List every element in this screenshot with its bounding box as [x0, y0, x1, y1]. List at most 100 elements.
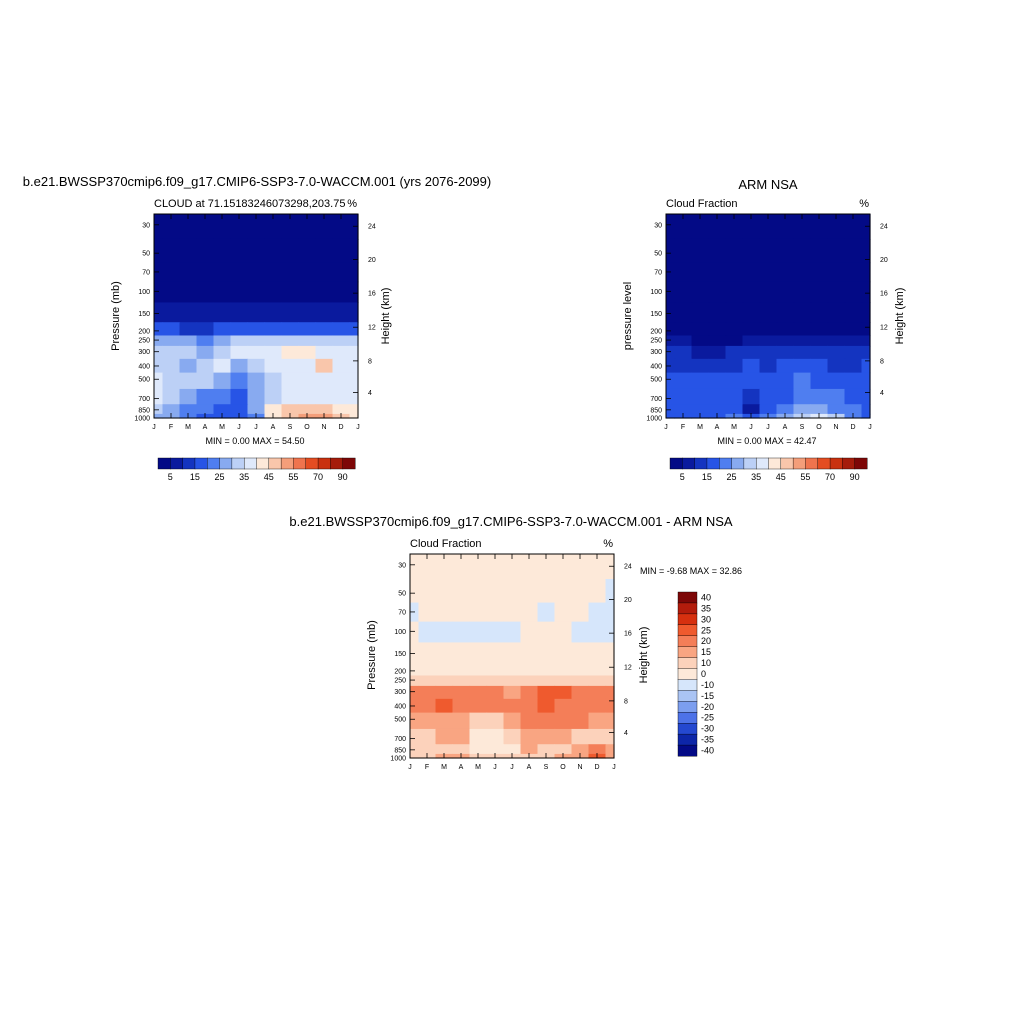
contour-cell: [154, 413, 164, 419]
colorbar-swatch: [677, 733, 698, 746]
y-tick-label: 300: [138, 349, 150, 356]
contour-cell: [537, 728, 556, 745]
contour-cell: [554, 621, 573, 644]
contour-cell: [154, 238, 164, 264]
contour-cell: [349, 302, 359, 323]
colorbar-swatch: [677, 679, 698, 691]
contour-cell: [537, 744, 556, 755]
contour-cell: [503, 642, 522, 663]
colorbar-label: 10: [701, 658, 711, 668]
contour-cell: [452, 621, 471, 644]
contour-cell: [410, 728, 420, 745]
y-tick-label: 100: [650, 289, 662, 296]
contour-cell: [154, 404, 164, 415]
contour-cell: [162, 388, 181, 405]
y-tick-label: 30: [398, 562, 406, 569]
colorbar-swatch: [743, 457, 757, 470]
y-tick-label: 850: [650, 407, 662, 414]
contour-cell: [861, 302, 871, 323]
contour-cell: [469, 642, 488, 663]
contour-cell: [520, 685, 539, 700]
contour-cell: [537, 554, 556, 580]
contour-cell: [674, 335, 693, 347]
contour-cell: [264, 372, 283, 390]
contour-cell: [154, 281, 164, 304]
contour-cell: [810, 404, 829, 415]
contour-cell: [759, 335, 778, 347]
contour-cell: [827, 322, 846, 337]
contour-cell: [793, 404, 812, 415]
contour-cell: [571, 712, 590, 730]
contour-cell: [605, 621, 615, 644]
panel-obs-title: ARM NSA: [738, 177, 798, 192]
contour-cell: [776, 358, 795, 374]
contour-cell: [486, 728, 505, 745]
contour-cell: [691, 238, 710, 264]
x-tick-label: J: [612, 764, 616, 771]
contour-cell: [281, 322, 300, 337]
contour-cell: [332, 262, 351, 283]
contour-cell: [332, 345, 351, 360]
panel-obs: ARM NSA Cloud Fraction % J F M A M J J A S O N D J 30…: [622, 177, 906, 482]
contour-cell: [520, 662, 539, 677]
contour-cell: [674, 214, 693, 240]
panel-model-ylabel-right: Height (km): [380, 288, 392, 345]
x-tick-label: O: [560, 764, 566, 771]
x-tick-label: S: [544, 764, 549, 771]
contour-cell: [691, 372, 710, 390]
contour-cell: [418, 728, 437, 745]
contour-cell: [469, 712, 488, 730]
contour-cell: [708, 281, 727, 304]
contour-cell: [264, 388, 283, 405]
contour-cell: [247, 388, 266, 405]
y-tick-right-label: 24: [368, 224, 376, 231]
contour-cell: [281, 262, 300, 283]
contour-cell: [793, 214, 812, 240]
contour-cell: [759, 388, 778, 405]
contour-cell: [554, 712, 573, 730]
contour-cell: [554, 744, 573, 755]
colorbar-swatch: [817, 457, 831, 470]
contour-cell: [742, 322, 761, 337]
contour-cell: [776, 372, 795, 390]
panel-obs-plot: J F M A M J J A S O N D J 30 50 70 100 150 200 250 300 400 500…: [646, 213, 888, 431]
contour-cell: [520, 642, 539, 663]
contour-cell: [793, 262, 812, 283]
panel-diff-ylabel-right: Height (km): [638, 627, 650, 684]
contour-cell: [213, 404, 232, 415]
contour-cell: [162, 262, 181, 283]
contour-cell: [708, 302, 727, 323]
contour-cell: [196, 335, 215, 347]
contour-cell: [554, 662, 573, 677]
colorbar-swatch: [755, 457, 770, 470]
contour-cell: [247, 238, 266, 264]
contour-cell: [844, 262, 863, 283]
panel-diff: b.e21.BWSSP370cmip6.f09_g17.CMIP6-SSP3-7…: [289, 514, 742, 771]
contour-cell: [315, 238, 334, 264]
contour-cell: [298, 322, 317, 337]
contour-cell: [861, 335, 871, 347]
contour-cell: [571, 728, 590, 745]
contour-cell: [674, 388, 693, 405]
contour-cell: [162, 322, 181, 337]
x-tick-label: M: [185, 424, 191, 431]
colorbar-swatch: [677, 744, 698, 757]
panel-diff-subtitle-right: %: [603, 538, 613, 550]
contour-cell: [264, 302, 283, 323]
colorbar-swatch: [805, 457, 819, 470]
contour-cell: [810, 262, 829, 283]
contour-cell: [588, 554, 607, 580]
contour-cell: [666, 413, 676, 419]
contour-cell: [742, 335, 761, 347]
panel-model-ylabel: Pressure (mb): [110, 281, 122, 351]
contour-cell: [349, 372, 359, 390]
contour-cell: [588, 642, 607, 663]
contour-cell: [674, 358, 693, 374]
contour-cell: [486, 602, 505, 623]
y-tick-right-label: 12: [368, 325, 376, 332]
contour-cell: [435, 675, 454, 687]
contour-cell: [861, 322, 871, 337]
contour-cell: [666, 404, 676, 415]
contour-cell: [281, 345, 300, 360]
colorbar-label: 70: [825, 472, 835, 482]
